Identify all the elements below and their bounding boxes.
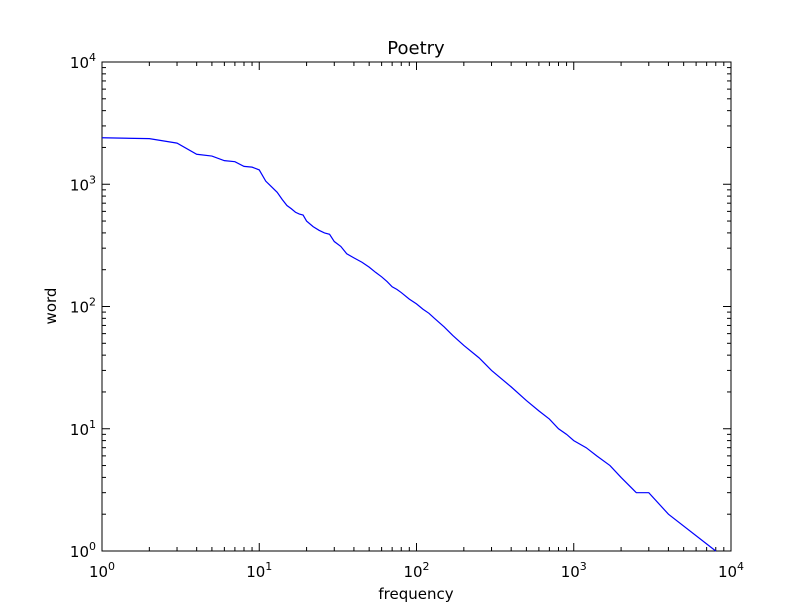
y-tick-label: 101 <box>70 418 96 439</box>
plot-frame <box>101 61 732 552</box>
x-tick-label: 101 <box>246 560 272 581</box>
y-tick-label: 102 <box>70 296 96 317</box>
x-axis-label: frequency <box>378 585 453 603</box>
x-tick-label: 103 <box>561 560 587 581</box>
y-axis-label: word <box>42 288 60 325</box>
y-tick-label: 103 <box>70 173 96 194</box>
series-line <box>101 137 717 552</box>
x-tick-label: 104 <box>718 560 744 581</box>
chart-title: Poetry <box>387 38 445 59</box>
y-tick-label: 104 <box>70 51 96 72</box>
x-tick-label: 100 <box>89 560 115 581</box>
x-tick-label: 102 <box>403 560 429 581</box>
y-tick-label: 100 <box>70 540 96 561</box>
plot-layer: 100 101 102 103 104 100 101 102 103 104 <box>70 51 744 581</box>
